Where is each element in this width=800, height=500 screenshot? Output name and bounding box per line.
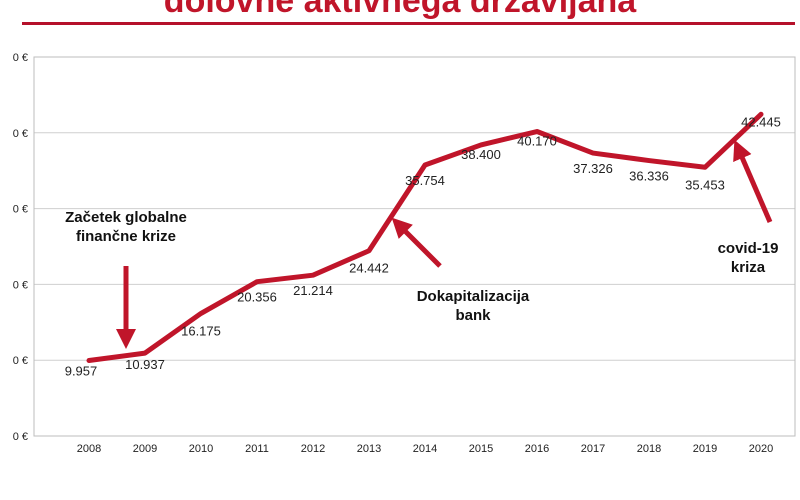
- annotation-text: bank: [455, 307, 491, 324]
- x-tick-label: 2010: [189, 443, 213, 455]
- data-label: 16.175: [181, 323, 221, 338]
- data-label: 24.442: [349, 261, 389, 276]
- y-tick-label: 0 €: [13, 355, 28, 367]
- series-revenue: [86, 111, 764, 364]
- data-label: 38.400: [461, 147, 501, 162]
- x-tick-label: 2020: [749, 443, 773, 455]
- grid-lines: [34, 132, 795, 361]
- annotation: covid-19 kriza: [718, 139, 779, 276]
- data-label: 20.356: [237, 290, 277, 305]
- x-tick-label: 2008: [77, 443, 101, 455]
- data-label: 35.453: [685, 177, 725, 192]
- data-labels: 9.957 10.937 16.175 20.356 21.214 24.442 35.75…: [65, 114, 781, 378]
- annotation-text: covid-19: [718, 240, 779, 257]
- x-tick-label: 2013: [357, 443, 381, 455]
- data-label: 21.214: [293, 283, 333, 298]
- x-tick-label: 2014: [413, 443, 437, 455]
- x-tick-label: 2009: [133, 443, 157, 455]
- data-label: 36.336: [629, 169, 669, 184]
- x-tick-label: 2015: [469, 443, 493, 455]
- series-line: [86, 111, 764, 364]
- title-rule: [22, 22, 795, 25]
- x-axis-ticks: 2008 2009 2010 2011 2012 2013 2014 2015 2016 2017…: [77, 443, 773, 455]
- x-tick-label: 2017: [581, 443, 605, 455]
- y-tick-label: 0 €: [13, 52, 28, 64]
- y-tick-label: 0 €: [13, 128, 28, 140]
- chart-title: dolovne aktivnega državljana: [163, 0, 637, 20]
- data-label: 42.445: [741, 114, 781, 129]
- data-label: 35.754: [405, 173, 445, 188]
- annotations: Začetek globalne finančne krize Dokapitali…: [65, 139, 779, 349]
- y-tick-label: 0 €: [13, 431, 28, 443]
- y-tick-label: 0 €: [13, 279, 28, 291]
- data-label: 9.957: [65, 364, 98, 379]
- x-tick-label: 2016: [525, 443, 549, 455]
- plot-frame: [33, 56, 796, 437]
- annotation-text: kriza: [731, 259, 766, 276]
- annotation-text: Dokapitalizacija: [417, 288, 530, 305]
- annotation-arrow: [733, 139, 773, 223]
- data-label: 40.170: [517, 134, 557, 149]
- annotation-text: Začetek globalne: [65, 209, 187, 226]
- annotation: Dokapitalizacija bank: [391, 217, 530, 324]
- annotation-text: finančne krize: [76, 228, 176, 245]
- annotation: Začetek globalne finančne krize: [65, 209, 187, 349]
- data-label: 37.326: [573, 161, 613, 176]
- x-tick-label: 2012: [301, 443, 325, 455]
- data-label: 10.937: [125, 357, 165, 372]
- x-tick-label: 2019: [693, 443, 717, 455]
- x-tick-label: 2011: [245, 443, 269, 455]
- annotation-arrow: [391, 217, 442, 268]
- x-tick-label: 2018: [637, 443, 661, 455]
- y-tick-label: 0 €: [13, 204, 28, 216]
- y-axis-ticks: 0 € 0 € 0 € 0 € 0 € 0 €: [13, 52, 28, 443]
